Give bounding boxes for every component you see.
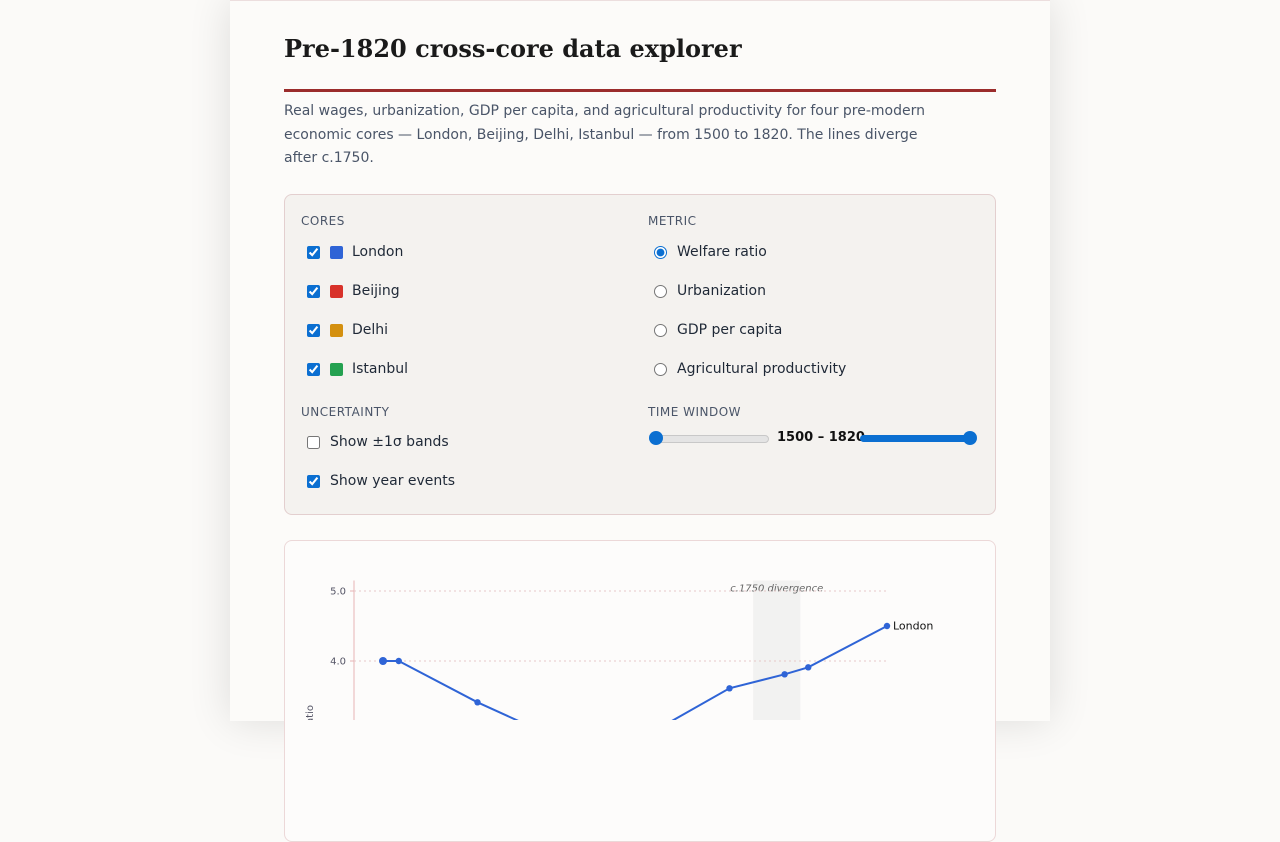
checkbox[interactable] (307, 435, 320, 449)
section-label: UNCERTAINTY (301, 405, 390, 419)
range-label: 1500 – 1820 (777, 430, 865, 445)
core-option[interactable]: London (307, 242, 403, 262)
series-line (383, 625, 888, 720)
series-end-label: London (893, 620, 933, 633)
radio[interactable] (654, 245, 667, 259)
metric-option[interactable]: Welfare ratio (654, 242, 767, 262)
section-label: TIME WINDOW (648, 405, 742, 419)
data-point (726, 685, 733, 692)
option-label: Delhi (352, 322, 389, 338)
slider-track (860, 435, 970, 442)
controls-panel (284, 194, 996, 515)
metric-option[interactable]: Urbanization (654, 281, 766, 301)
data-point (781, 671, 788, 678)
y-tick-label: 4.0 (330, 657, 346, 668)
core-option[interactable]: Beijing (307, 281, 400, 301)
metric-option[interactable]: GDP per capita (654, 320, 782, 340)
core-option[interactable]: Istanbul (307, 359, 408, 379)
uncertainty-option[interactable]: Show ±1σ bands (307, 432, 449, 452)
slider-thumb[interactable] (963, 431, 977, 445)
annotation-label: c.1750 divergence (730, 584, 823, 595)
color-swatch (330, 362, 343, 376)
radio[interactable] (654, 323, 667, 337)
option-label: London (352, 244, 404, 260)
description: Real wages, urbanization, GDP per capita… (284, 103, 925, 166)
option-label: Show ±1σ bands (330, 434, 449, 450)
metric-option[interactable]: Agricultural productivity (654, 359, 846, 379)
option-label: Istanbul (352, 361, 409, 377)
option-label: Show year events (330, 473, 456, 489)
option-label: Welfare ratio (677, 244, 767, 260)
checkbox[interactable] (307, 474, 320, 488)
y-axis-label: Welfare ratio (305, 705, 316, 720)
section-label: METRIC (648, 214, 697, 228)
color-swatch (330, 284, 343, 298)
data-point (474, 699, 481, 706)
data-point (805, 664, 812, 671)
checkbox[interactable] (307, 362, 320, 376)
data-point (883, 622, 891, 630)
title: Pre-1820 cross-core data explorer (284, 34, 742, 63)
y-tick-label: 5.0 (330, 587, 346, 598)
checkbox[interactable] (307, 323, 320, 337)
data-point (395, 657, 402, 665)
radio[interactable] (654, 362, 667, 376)
checkbox[interactable] (307, 245, 320, 259)
uncertainty-option[interactable]: Show year events (307, 471, 455, 491)
core-option[interactable]: Delhi (307, 320, 388, 340)
color-swatch (330, 323, 343, 337)
option-label: Urbanization (677, 283, 766, 299)
color-swatch (330, 245, 343, 259)
annotation-band (753, 580, 801, 720)
radio[interactable] (654, 284, 667, 298)
section-label: CORES (301, 214, 345, 228)
option-label: Agricultural productivity (677, 361, 847, 377)
data-point (379, 657, 387, 665)
page: Pre-1820 cross-core data explorer Real w… (230, 0, 1050, 842)
chart: c.1750 divergence 4.0 5.0 Welfare ratio Lond… (305, 580, 933, 720)
checkbox[interactable] (307, 284, 320, 298)
slider-thumb[interactable] (649, 431, 663, 445)
title-rule (284, 89, 996, 92)
option-label: Beijing (352, 283, 400, 299)
option-label: GDP per capita (677, 322, 783, 338)
